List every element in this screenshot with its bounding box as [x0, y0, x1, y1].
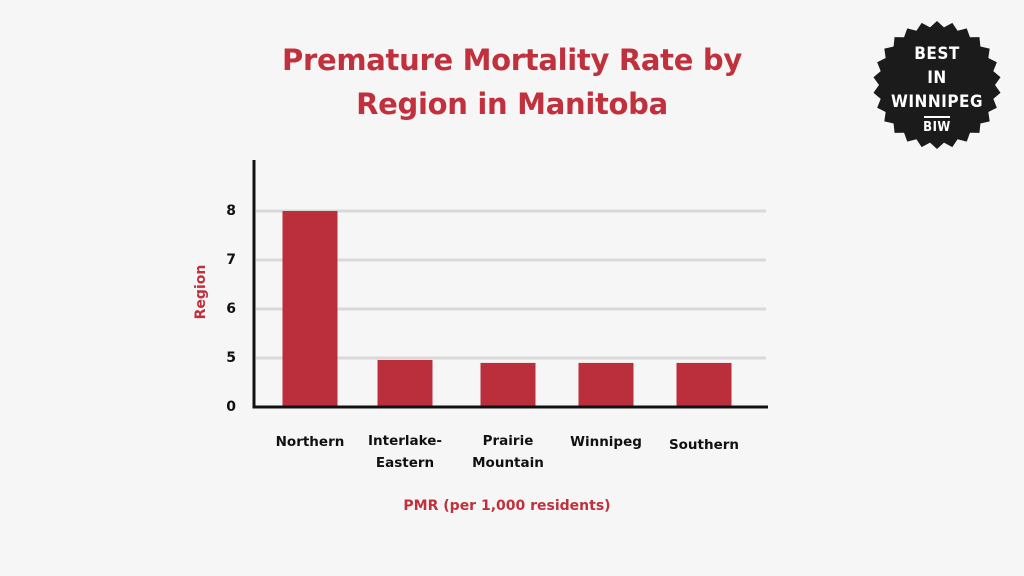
category-label: Northern — [275, 434, 345, 450]
best-in-winnipeg-logo: BEST IN WINNIPEG BIW — [872, 20, 1002, 150]
logo-seal-shape — [873, 21, 1001, 149]
logo-line-in: IN — [927, 68, 947, 88]
bar — [282, 211, 338, 407]
y-axis-label: Region — [193, 264, 209, 320]
bar — [578, 362, 634, 407]
chart-title: Premature Mortality Rate by Region in Ma… — [282, 43, 742, 121]
bar — [480, 362, 536, 407]
y-tick-label: 7 — [226, 252, 236, 268]
y-tick-label: 8 — [226, 203, 236, 219]
y-tick-label: 6 — [226, 301, 236, 317]
bar — [377, 359, 433, 407]
logo-line-biw: BIW — [923, 120, 951, 135]
category-label: Southern — [668, 437, 740, 453]
x-axis-label: PMR (per 1,000 residents) — [403, 498, 611, 514]
logo-line-best: BEST — [914, 44, 960, 64]
logo-line-winnipeg: WINNIPEG — [890, 92, 984, 112]
category-label: Interlake- Eastern — [367, 433, 442, 471]
y-tick-label: 0 — [226, 399, 236, 415]
bar — [676, 362, 732, 407]
y-tick-label: 5 — [226, 350, 236, 366]
category-label: Prairie Mountain — [472, 433, 544, 471]
category-label: Winnipeg — [570, 434, 642, 450]
logo-divider — [924, 116, 950, 118]
